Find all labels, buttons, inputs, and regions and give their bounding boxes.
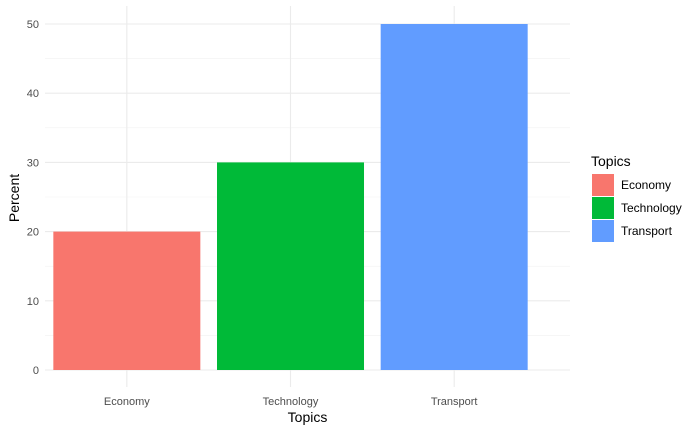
y-axis-ticks: 0 10 20 30 40 50 [27, 19, 39, 377]
legend-key-technology [592, 197, 614, 219]
y-tick-label: 30 [27, 157, 39, 169]
x-tick-label: Economy [104, 396, 150, 408]
legend-title: Topics [591, 153, 631, 169]
y-tick-label: 40 [27, 88, 39, 100]
x-tick-label: Technology [263, 396, 319, 408]
legend-key-economy [592, 174, 614, 196]
legend-label-technology: Technology [621, 201, 682, 215]
legend-label-transport: Transport [621, 224, 673, 238]
bar-transport [380, 24, 528, 370]
bar-economy [53, 231, 201, 370]
bars-group [53, 24, 528, 370]
x-tick-label: Transport [431, 396, 478, 408]
y-tick-label: 10 [27, 296, 39, 308]
y-tick-label: 50 [27, 19, 39, 31]
x-axis-ticks: Economy Technology Transport [104, 396, 478, 408]
y-tick-label: 20 [27, 227, 39, 239]
bar-technology [217, 162, 365, 370]
x-axis-title: Topics [288, 409, 328, 425]
y-axis-title: Percent [6, 174, 22, 222]
legend-key-transport [592, 220, 614, 242]
y-tick-label: 0 [33, 365, 39, 377]
legend-label-economy: Economy [621, 178, 671, 192]
legend: Topics Economy Technology Transport [591, 153, 682, 242]
